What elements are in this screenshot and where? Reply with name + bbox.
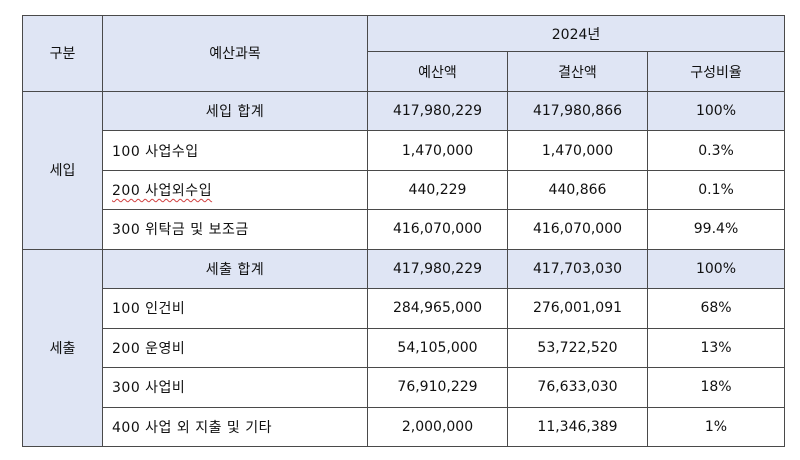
row-budget: 54,105,000 — [367, 327, 508, 369]
row-name: 세출 합계 — [102, 248, 368, 290]
row-ratio: 13% — [646, 327, 786, 369]
row-ratio: 0.3% — [646, 130, 786, 171]
table-row: 300 위탁금 및 보조금 416,070,000 416,070,000 99… — [23, 209, 786, 250]
header-year: 2024년 — [366, 14, 786, 53]
row-settlement: 11,346,389 — [507, 406, 648, 447]
table-row: 400 사업 외 지출 및 기타 2,000,000 11,346,389 1% — [23, 406, 786, 447]
row-budget: 417,980,229 — [367, 90, 508, 132]
row-settlement: 417,980,866 — [507, 90, 648, 132]
row-ratio: 18% — [646, 367, 786, 408]
expenditure-total-row: 세출 세출 합계 417,980,229 417,703,030 100% — [22, 248, 786, 448]
table-row: 200 운영비 54,105,000 53,722,520 13% — [23, 327, 786, 369]
row-name: 100 인건비 — [102, 288, 368, 329]
row-budget: 76,910,229 — [367, 367, 508, 408]
revenue-total-row: 세입 세입 합계 417,980,229 417,980,866 100% — [22, 90, 786, 250]
row-name: 100 사업수입 — [102, 130, 368, 171]
row-settlement: 53,722,520 — [507, 327, 648, 369]
row-settlement: 76,633,030 — [507, 367, 648, 408]
row-settlement: 276,001,091 — [507, 288, 648, 329]
header-ratio: 구성비율 — [646, 51, 786, 92]
table-row: 300 사업비 76,910,229 76,633,030 18% — [23, 367, 786, 408]
row-ratio: 1% — [646, 406, 786, 447]
row-budget: 284,965,000 — [367, 288, 508, 329]
header-budget: 예산액 — [367, 51, 508, 92]
header-settlement: 결산액 — [507, 51, 648, 92]
row-name: 세입 합계 — [102, 90, 368, 132]
row-name: 400 사업 외 지출 및 기타 — [102, 406, 368, 447]
header-category: 구분 — [22, 15, 103, 92]
row-settlement: 1,470,000 — [507, 130, 648, 171]
group-label-expenditure: 세출 — [22, 248, 103, 448]
row-ratio: 99.4% — [646, 209, 786, 250]
row-budget: 440,229 — [367, 169, 508, 211]
header-item: 예산과목 — [102, 15, 368, 92]
row-budget: 2,000,000 — [367, 406, 508, 447]
row-ratio: 100% — [646, 90, 786, 132]
table-row: 100 인건비 284,965,000 276,001,091 68% — [23, 288, 786, 329]
row-settlement: 440,866 — [507, 169, 648, 211]
table-row: 100 사업수입 1,470,000 1,470,000 0.3% — [23, 130, 786, 171]
row-ratio: 68% — [646, 288, 786, 329]
row-name: 300 사업비 — [102, 367, 368, 408]
table-row: 200 사업외수입 440,229 440,866 0.1% — [23, 169, 786, 211]
row-name: 200 운영비 — [102, 327, 368, 369]
row-ratio: 100% — [646, 248, 786, 290]
row-name-text: 200 사업외수입 — [112, 183, 213, 199]
row-settlement: 416,070,000 — [507, 209, 648, 250]
row-budget: 1,470,000 — [367, 130, 508, 171]
row-name: 200 사업외수입 — [102, 169, 368, 211]
row-name: 300 위탁금 및 보조금 — [102, 209, 368, 250]
row-ratio: 0.1% — [646, 169, 786, 211]
group-label-revenue: 세입 — [22, 90, 103, 250]
row-budget: 417,980,229 — [367, 248, 508, 290]
row-settlement: 417,703,030 — [507, 248, 648, 290]
budget-settlement-table: 구분 예산과목 2024년 예산액 결산액 구성비율 세입 세입 합계 417,… — [22, 14, 786, 448]
row-budget: 416,070,000 — [367, 209, 508, 250]
